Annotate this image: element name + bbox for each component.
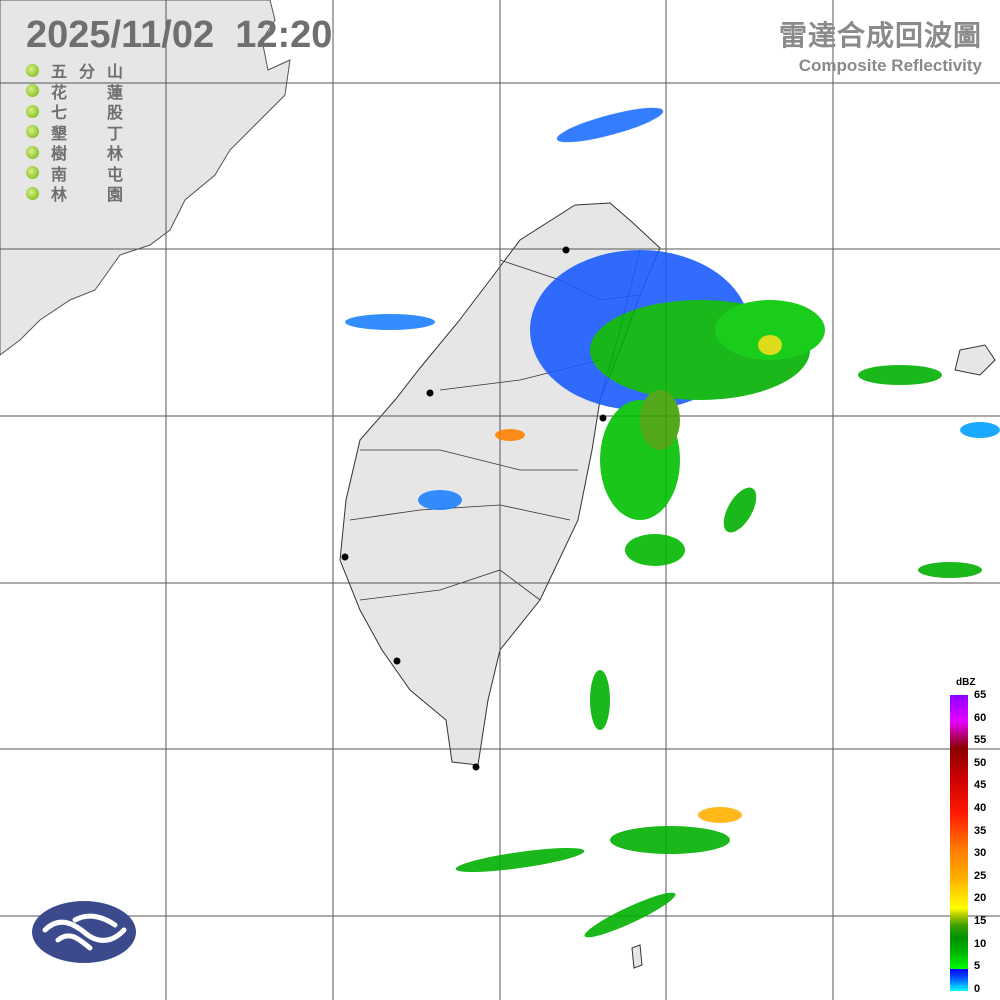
datetime-title: 2025/11/02 12:20 xyxy=(26,14,333,56)
radar-station-list: 五分山 花蓮 七股 墾丁 樹林 南屯 林園 xyxy=(26,60,163,204)
product-title: 雷達合成回波圖 Composite Reflectivity xyxy=(779,14,982,76)
colorbar-tick: 30 xyxy=(974,847,987,860)
colorbar-tick: 60 xyxy=(974,711,987,724)
radar-station-markers xyxy=(341,246,607,771)
colorbar-tick: 55 xyxy=(974,734,987,747)
product-title-en: Composite Reflectivity xyxy=(798,56,982,75)
colorbar-tick: 35 xyxy=(974,824,987,837)
station-item: 林園 xyxy=(26,183,163,204)
station-dot-icon xyxy=(26,84,39,98)
station-item: 花蓮 xyxy=(26,81,163,102)
colorbar-tick: 50 xyxy=(974,756,987,769)
colorbar-tick: 65 xyxy=(974,689,987,701)
colorbar-tick: 20 xyxy=(974,892,987,905)
station-item: 南屯 xyxy=(26,163,163,184)
colorbar-tick: 0 xyxy=(974,982,981,995)
station-item: 五分山 xyxy=(26,60,163,81)
colorbar-tick: 40 xyxy=(974,802,987,814)
radar-echoes xyxy=(345,107,1000,938)
station-dot-icon xyxy=(26,145,39,159)
colorbar-unit: dBZ xyxy=(956,677,976,688)
cwa-logo xyxy=(32,901,136,963)
colorbar-tick: 45 xyxy=(974,779,987,792)
china-coast xyxy=(0,0,291,356)
station-dot-icon xyxy=(26,166,39,180)
station-item: 樹林 xyxy=(26,142,163,163)
colorbar-tick: 25 xyxy=(974,869,987,882)
colorbar xyxy=(950,695,968,991)
station-item: 墾丁 xyxy=(26,122,163,143)
product-title-zh: 雷達合成回波圖 xyxy=(778,20,982,51)
colorbar-tick: 15 xyxy=(974,915,987,927)
station-dot-icon xyxy=(26,125,39,139)
colorbar-tick: 5 xyxy=(974,960,981,973)
station-dot-icon xyxy=(26,186,39,200)
station-dot-icon xyxy=(26,63,39,77)
station-item: 七股 xyxy=(26,101,163,122)
station-dot-icon xyxy=(26,104,39,118)
colorbar-tick: 10 xyxy=(974,937,987,950)
